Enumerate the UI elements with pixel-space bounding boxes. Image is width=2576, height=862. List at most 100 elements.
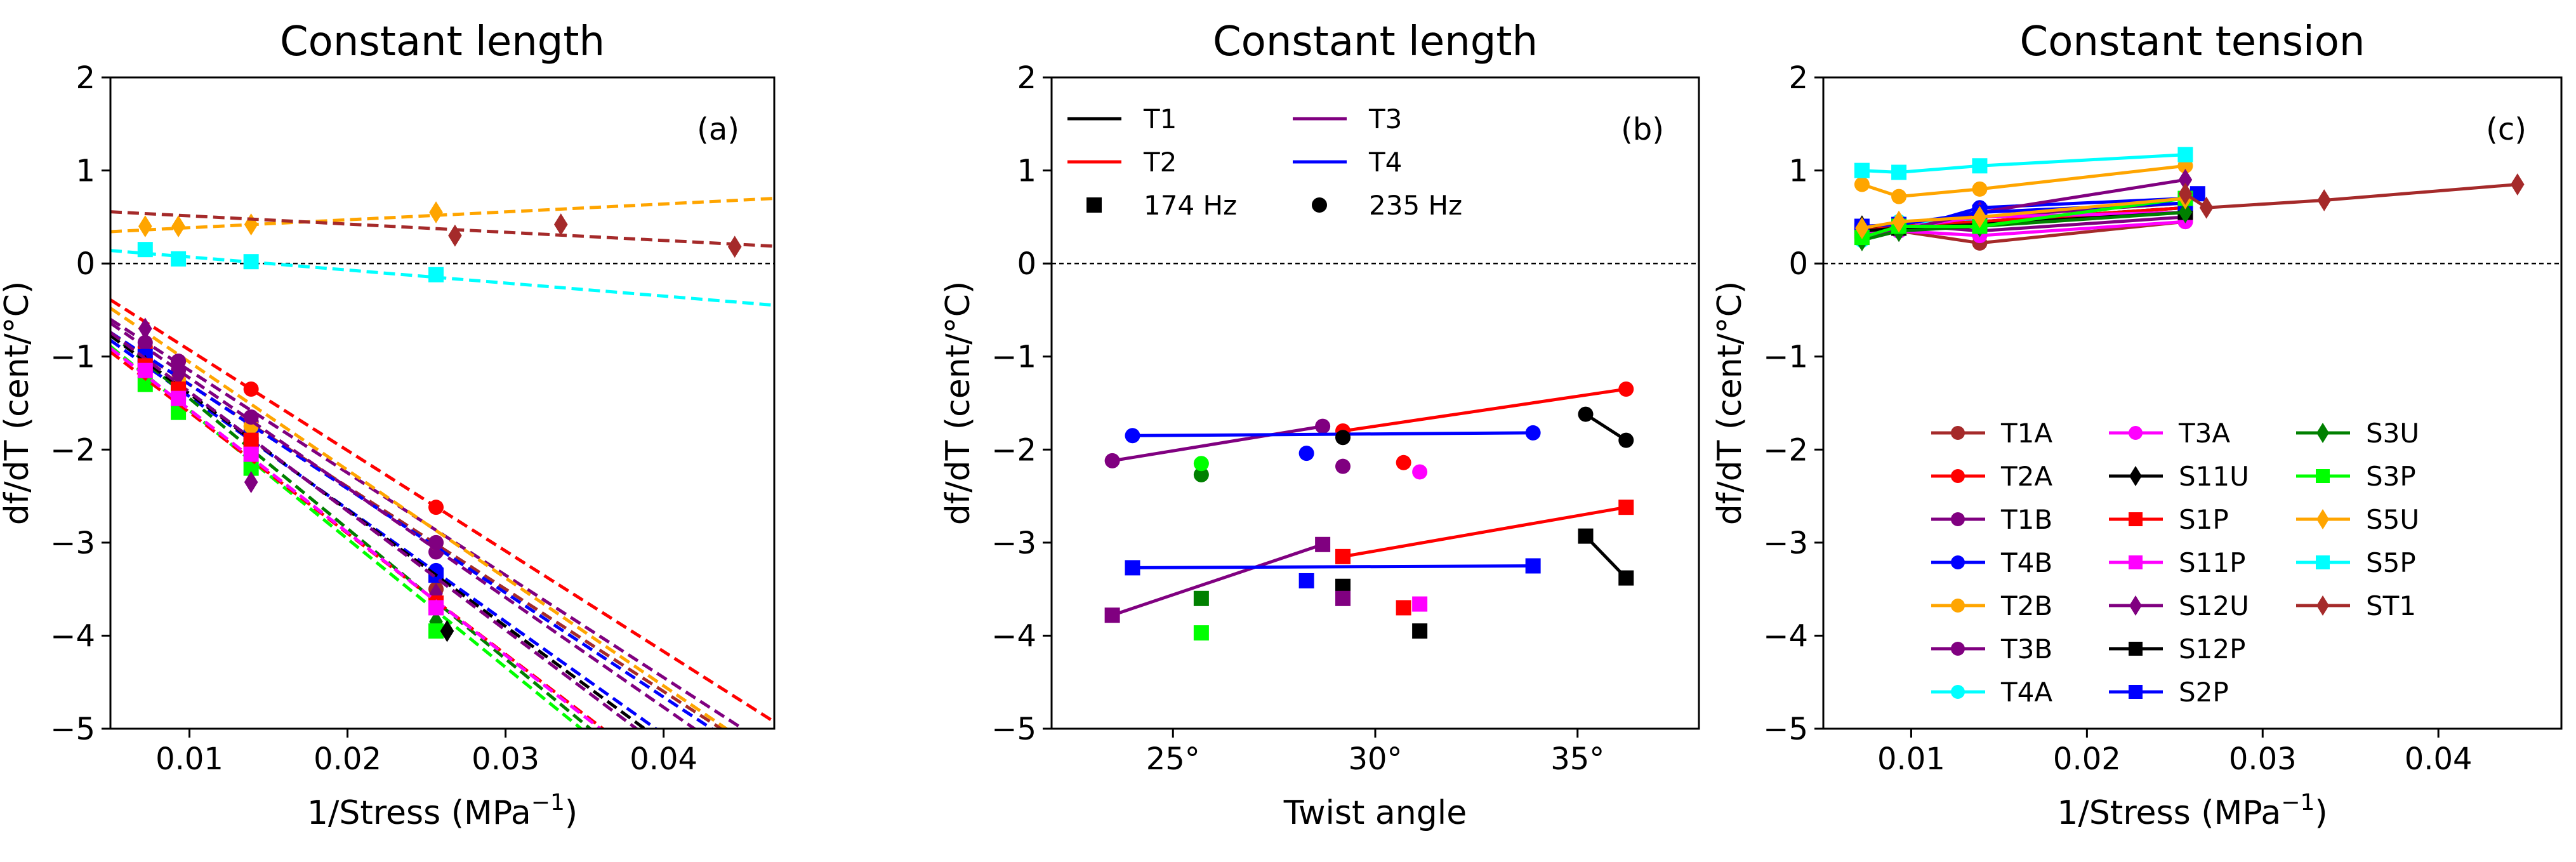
- point-5: [1298, 573, 1314, 588]
- point-S5P-3: [2177, 147, 2193, 162]
- point-T2-174-Hz-0: [1335, 548, 1351, 564]
- point-S1P-2: [243, 432, 259, 448]
- legend-label: S3U: [2366, 418, 2419, 449]
- point-S12U-2: [244, 471, 258, 493]
- point-S12U-0: [138, 317, 152, 340]
- point-S12U-3: [2178, 168, 2193, 191]
- y-tick-label: −2: [1763, 432, 1808, 468]
- legend-label: S1P: [2179, 504, 2229, 535]
- fit-line-T2B: [110, 307, 729, 729]
- line-S3U: [1861, 211, 2186, 242]
- x-tick-label: 0.03: [472, 741, 539, 777]
- y-tick-label: −5: [991, 712, 1036, 747]
- x-axis-label-end: ): [565, 794, 578, 832]
- line-ST1: [2184, 183, 2518, 209]
- legend-label: S12P: [2179, 633, 2245, 665]
- fit-line-T4B: [110, 331, 715, 729]
- legend-marker-S12P: [2129, 642, 2143, 656]
- point-T1-235-Hz-0: [1578, 406, 1594, 422]
- legend-marker-S12U: [2129, 595, 2142, 616]
- legend-label: T2A: [2000, 461, 2052, 492]
- series-T2-174-Hz: [1335, 500, 1634, 564]
- point-S5P-2: [243, 254, 259, 270]
- line-T4-174-Hz: [1132, 564, 1533, 569]
- x-axis-label: 1/Stress (MPa−1): [307, 790, 578, 832]
- series-T4-235-Hz: [1125, 425, 1541, 444]
- point-10: [1396, 454, 1411, 470]
- series-T1-235-Hz: [1578, 406, 1634, 448]
- legend-label: S5P: [2366, 547, 2416, 578]
- y-tick-label: 1: [76, 154, 95, 189]
- point-14: [1412, 623, 1428, 639]
- point-T3B-0: [137, 335, 153, 350]
- legend-marker-T3A: [2129, 426, 2143, 440]
- y-tick-label: −5: [50, 712, 95, 747]
- legend-label: T1B: [2000, 504, 2052, 535]
- y-tick-label: 0: [1017, 246, 1036, 282]
- x-axis-label-end: ): [2315, 794, 2327, 832]
- panel-label: (a): [697, 112, 739, 147]
- point-S5P-0: [1854, 162, 1870, 178]
- series-S11P: [110, 347, 603, 729]
- point-S5P-1: [171, 251, 187, 267]
- x-tick-label: 0.04: [630, 741, 697, 777]
- legend-marker-T4A: [1951, 685, 1965, 699]
- legend-marker-S11P: [2129, 555, 2143, 569]
- point-S5U-3: [429, 201, 443, 223]
- panel-title: Constant tension: [2020, 18, 2365, 65]
- line-T4-235-Hz: [1132, 431, 1533, 437]
- x-tick-label: 35°: [1550, 741, 1604, 777]
- panel-b: 25° 30° 35° −5 −4 −3 −2 −1 0 1 2 Constant length (b)…: [939, 18, 1700, 832]
- point-T3B-2: [243, 409, 259, 425]
- point-T3-235-Hz-0: [1104, 453, 1120, 468]
- plot-area: [1823, 147, 2561, 265]
- point-9: [1335, 590, 1351, 606]
- x-tick-label: 0.02: [314, 741, 381, 777]
- legend-marker-S5P: [2316, 555, 2330, 569]
- y-tick-label: −2: [991, 432, 1036, 468]
- x-tick-label: 25°: [1146, 741, 1200, 777]
- point-S11P-2: [243, 446, 259, 462]
- point-T2A-2: [243, 381, 259, 397]
- series-S5P: [110, 242, 774, 307]
- point-12: [1412, 464, 1428, 480]
- point-6: [1335, 430, 1351, 446]
- legend-label: ST1: [2366, 590, 2416, 621]
- y-tick-label: −1: [1763, 340, 1808, 375]
- y-tick-label: −4: [50, 618, 95, 654]
- y-tick-label: −3: [50, 526, 95, 561]
- axes-frame: [109, 76, 776, 730]
- legend-label: T3A: [2178, 418, 2230, 449]
- line-T2B: [1861, 164, 2186, 199]
- legend-label: T1: [1143, 103, 1177, 135]
- y-tick-label: −3: [1763, 526, 1808, 561]
- y-tick-label: −4: [991, 618, 1036, 654]
- legend: T1 T3 T2 T4 174 Hz 235 Hz: [1067, 103, 1462, 221]
- legend-label: T4B: [2000, 547, 2052, 578]
- series-T2B: [110, 307, 729, 729]
- series-T1-174-Hz: [1578, 528, 1634, 586]
- legend-label: S3P: [2366, 461, 2416, 492]
- point-T4-235-Hz-1: [1525, 425, 1541, 441]
- legend-label: S11P: [2179, 547, 2245, 578]
- line-T1-235-Hz: [1585, 413, 1627, 442]
- point-T4-174-Hz-1: [1525, 558, 1541, 574]
- y-tick-label: 1: [1017, 154, 1036, 189]
- point-S5P-3: [428, 267, 444, 282]
- legend-label: T1A: [2000, 418, 2052, 449]
- point-S3U-3: [429, 611, 443, 633]
- point-T1-235-Hz-1: [1618, 432, 1634, 448]
- point-T2B-1: [1891, 189, 1907, 204]
- point-T2-235-Hz-1: [1618, 381, 1634, 397]
- legend-marker-174-Hz: [1087, 197, 1102, 213]
- point-ST1-1: [2199, 196, 2214, 219]
- legend-label: T4: [1368, 147, 1402, 178]
- fit-line-S12U: [110, 331, 640, 729]
- point-S12U-3: [429, 583, 443, 605]
- series-S5P: [1854, 147, 2193, 180]
- panel-label: (c): [2486, 112, 2526, 147]
- series-T3B: [110, 321, 697, 729]
- point-T3B-3: [428, 534, 444, 550]
- y-tick-label: −1: [991, 340, 1036, 375]
- point-T2-174-Hz-1: [1618, 500, 1634, 515]
